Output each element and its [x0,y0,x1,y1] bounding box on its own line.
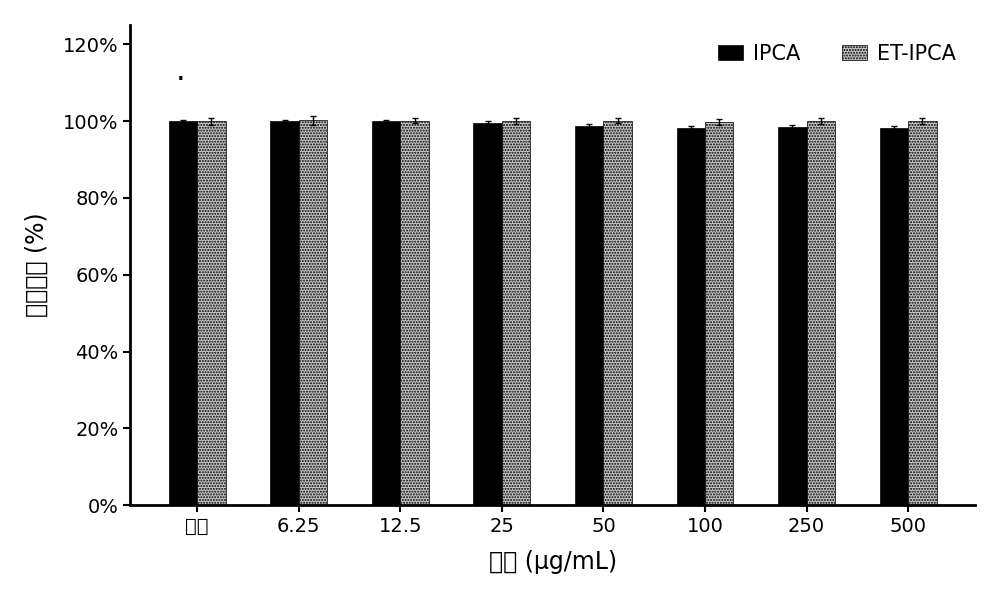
Bar [502,121,530,506]
Legend: IPCA, ET-IPCA: IPCA, ET-IPCA [709,35,965,72]
Bar [372,121,400,506]
Bar [677,128,705,506]
Bar [299,120,327,506]
Text: ·: · [176,66,186,95]
Bar [807,121,835,506]
Bar [705,122,733,506]
Bar [778,127,807,506]
Bar [270,121,299,506]
Bar [908,120,937,506]
Bar [169,121,197,506]
Bar [880,128,908,506]
Bar [400,120,429,506]
Bar [473,123,502,506]
Bar [197,121,226,506]
X-axis label: 浓度 (μg/mL): 浓度 (μg/mL) [489,550,617,574]
Y-axis label: 细胞活性 (%): 细胞活性 (%) [25,213,49,317]
Bar [575,126,603,506]
Bar [603,120,632,506]
